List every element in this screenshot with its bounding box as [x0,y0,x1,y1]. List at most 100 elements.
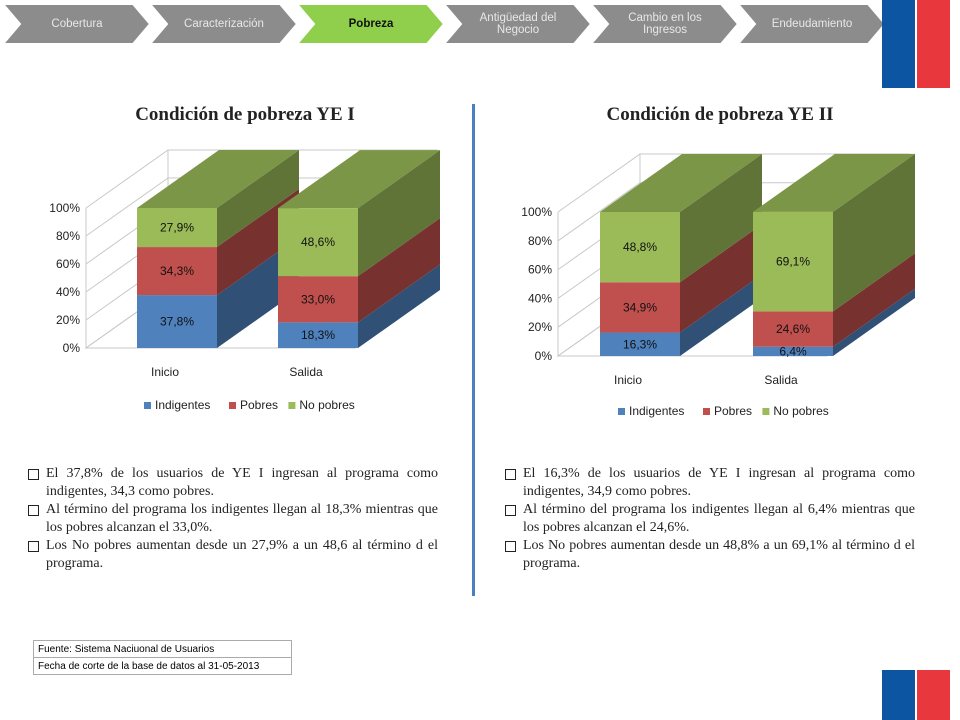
flag-blue-stripe [882,0,915,88]
legend-label: No pobres [773,404,828,418]
data-label: 48,8% [623,240,657,254]
chile-flag-logo-bottom [882,670,950,720]
checkbox-bullet-icon [28,505,39,516]
y-tick-label: 100% [49,201,80,215]
bar-segment-side [833,288,915,356]
data-label: 33,0% [301,292,335,306]
legend-label: Indigentes [629,404,684,418]
bar-segment-side [833,153,915,312]
bar-segment-side [358,218,440,323]
x-tick-label: Salida [764,373,798,387]
data-label: 6,4% [779,344,807,358]
nav-step-endeudamiento[interactable]: Endeudamiento [735,3,887,45]
legend-swatch [703,408,710,415]
note-item: Al término del programa los indigentes l… [505,501,915,537]
source-line: Fuente: Sistema Naciuonal de Usuarios [33,640,292,658]
note-item: Los No pobres aumentan desde un 48,8% a … [505,537,915,573]
source-table: Fuente: Sistema Naciuonal de Usuarios Fe… [33,640,292,675]
navigation-steps: Cobertura Caracterización Pobreza Antigü… [0,0,887,50]
checkbox-bullet-icon [505,505,516,516]
y-tick-label: 20% [528,320,552,334]
flag-blue-stripe [882,670,915,720]
vertical-divider [472,104,475,596]
y-tick-label: 100% [521,205,552,219]
y-tick-label: 60% [56,257,80,271]
cutoff-date-line: Fecha de corte de la base de datos al 31… [33,657,292,675]
bar-segment [600,332,680,356]
nav-step-label: Cambio en los Ingresos [628,12,702,36]
legend-label: Indigentes [155,398,210,412]
bar-segment [600,212,680,283]
data-label: 18,3% [301,328,335,342]
data-label: 34,9% [623,300,657,314]
data-label: 27,9% [160,221,194,235]
bar-segment-side [680,274,762,356]
note-item: Los No pobres aumentan desde un 27,9% a … [28,537,438,573]
note-text: Al término del programa los indigentes l… [523,502,915,535]
bar-segment [600,282,680,333]
nav-step-label: Pobreza [348,18,394,30]
bar-segment-side [217,150,299,248]
bar-segment-side [833,253,915,347]
nav-step-label: Cobertura [51,18,103,30]
nav-step-cobertura[interactable]: Cobertura [0,3,152,45]
gridline-diagonal [557,153,641,213]
y-tick-label: 80% [56,229,80,243]
gridline-diagonal [85,177,169,237]
note-text: Los No pobres aumentan desde un 27,9% a … [46,538,438,571]
notes-list-ye1: El 37,8% de los usuarios de YE I ingresa… [28,465,438,573]
bar-segment [753,211,833,312]
legend-swatch [762,408,770,415]
x-tick-label: Inicio [151,365,179,379]
flag-red-stripe [917,670,950,720]
checkbox-bullet-icon [505,469,516,480]
bar-segment-side [358,150,440,277]
chart-title: Condición de pobreza YE I [135,104,355,125]
note-item: El 37,8% de los usuarios de YE I ingresa… [28,465,438,501]
legend-label: Pobres [240,398,278,412]
data-label: 37,8% [160,315,194,329]
data-label: 34,3% [160,264,194,278]
note-text: Los No pobres aumentan desde un 48,8% a … [523,538,915,571]
legend-swatch [288,402,296,409]
nav-step-pobreza[interactable]: Pobreza [294,3,446,45]
bar-segment-top [137,150,299,208]
data-label: 16,3% [623,337,657,351]
nav-step-caracterizacion[interactable]: Caracterización [147,3,299,45]
bar-segment-side [680,154,762,283]
bar-segment [753,311,833,347]
bar-segment [137,247,217,296]
data-label: 69,1% [776,255,810,269]
bar-segment-top [278,150,440,209]
y-tick-label: 0% [63,341,81,355]
nav-step-label: Endeudamiento [771,18,853,30]
note-item: Al término del programa los indigentes l… [28,501,438,537]
chart-poverty-ye2: Condición de pobreza YE II 0% 20% 40% 60% 80%… [521,104,915,418]
note-item: El 16,3% de los usuarios de YE I ingresa… [505,465,915,501]
y-tick-label: 60% [528,263,552,277]
bar-segment-top [753,153,915,212]
chile-flag-logo-top [882,0,950,88]
nav-step-cambio-ingresos[interactable]: Cambio en los Ingresos [588,3,740,45]
checkbox-bullet-icon [505,541,516,552]
note-text: El 37,8% de los usuarios de YE I ingresa… [46,466,438,499]
gridline-diagonal [85,149,169,209]
bar-segment-side [680,224,762,333]
notes-list-ye2: El 16,3% de los usuarios de YE I ingresa… [505,465,915,573]
legend-swatch [229,402,236,409]
nav-step-antiguedad[interactable]: Antigüedad del Negocio [441,3,593,45]
x-tick-label: Salida [289,365,323,379]
legend-label: No pobres [299,398,354,412]
y-tick-label: 0% [535,349,553,363]
gridline-diagonal [557,182,641,242]
bar-segment [137,295,217,348]
y-tick-label: 40% [528,291,552,305]
bar-segment-top [600,154,762,212]
nav-step-label: Caracterización [184,18,264,30]
note-text: Al término del programa los indigentes l… [46,502,438,535]
flag-red-stripe [917,0,950,88]
bar-segment [753,346,833,356]
bar-segment-side [358,264,440,348]
legend-label: Pobres [714,404,752,418]
chart-title: Condición de pobreza YE II [607,104,834,125]
